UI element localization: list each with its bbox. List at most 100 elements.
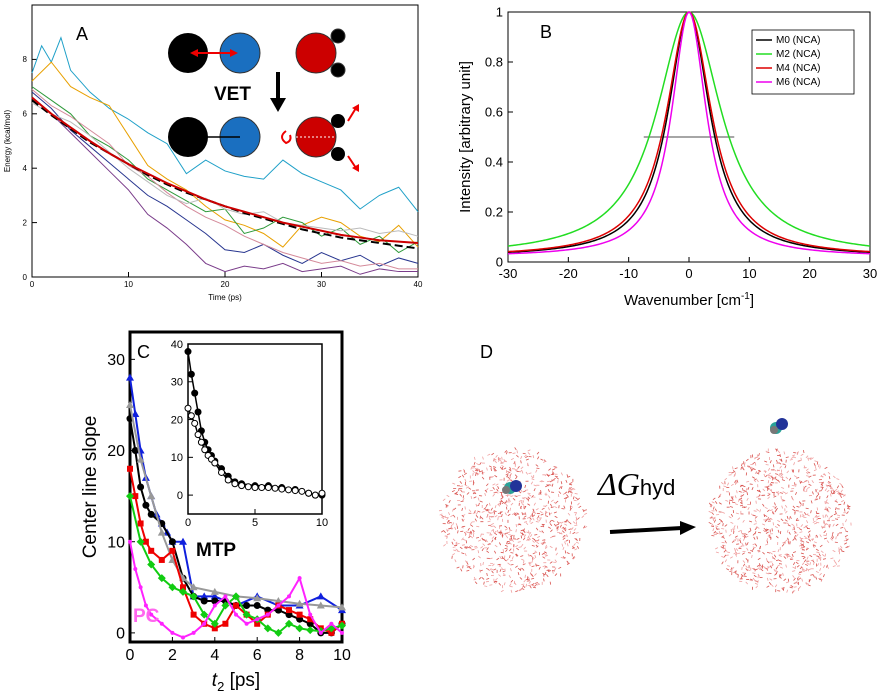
water-molecule <box>775 478 779 481</box>
water-molecule <box>491 536 495 539</box>
water-molecule <box>793 582 797 584</box>
water-molecule <box>509 583 512 587</box>
water-molecule <box>468 487 472 490</box>
c-point-green <box>338 621 346 630</box>
water-molecule <box>439 513 443 516</box>
c-point-red <box>169 547 176 554</box>
c-point-green <box>232 592 240 601</box>
water-molecule <box>823 530 827 534</box>
water-molecule <box>781 499 785 501</box>
water-molecule <box>790 558 794 560</box>
water-molecule <box>774 573 778 576</box>
water-molecule <box>781 543 785 547</box>
water-molecule <box>747 486 750 491</box>
water-molecule <box>518 546 522 548</box>
water-molecule <box>550 536 554 539</box>
water-molecule <box>494 550 497 554</box>
water-molecule <box>521 567 525 571</box>
water-molecule <box>745 568 748 571</box>
water-molecule <box>503 459 506 462</box>
water-molecule <box>544 565 548 568</box>
water-molecule <box>734 472 736 476</box>
water-molecule <box>556 476 559 480</box>
water-molecule <box>508 534 512 536</box>
water-molecule <box>762 523 766 526</box>
c-inset-point-open <box>244 483 252 491</box>
water-molecule <box>551 468 555 471</box>
water-molecule <box>520 555 524 557</box>
water-molecule <box>828 476 831 480</box>
water-molecule <box>493 568 497 571</box>
water-molecule <box>494 475 498 478</box>
red-atom-top <box>295 32 337 74</box>
water-molecule <box>816 555 820 558</box>
water-molecule <box>479 500 483 503</box>
water-molecule <box>500 497 504 500</box>
water-molecule <box>504 512 507 516</box>
water-molecule <box>739 502 743 505</box>
water-molecule <box>533 502 536 506</box>
water-molecule <box>461 474 465 478</box>
water-molecule <box>476 473 480 476</box>
water-molecule <box>730 483 734 487</box>
water-molecule <box>518 588 522 592</box>
water-molecule <box>484 585 488 587</box>
water-molecule <box>500 499 504 503</box>
water-molecule <box>530 572 532 576</box>
c-point-magenta <box>223 594 228 599</box>
water-molecule <box>545 515 549 517</box>
water-molecule <box>780 476 784 478</box>
water-molecule <box>750 469 754 472</box>
water-molecule <box>555 552 559 556</box>
c-inset-point-open <box>311 491 319 499</box>
water-molecule <box>741 494 745 497</box>
water-molecule <box>451 541 454 545</box>
water-molecule <box>755 525 758 529</box>
water-molecule <box>495 454 498 458</box>
b-ytick-label: 0.6 <box>485 105 503 120</box>
water-molecule <box>799 539 802 543</box>
water-molecule <box>735 480 738 484</box>
water-molecule <box>795 561 799 565</box>
c-point-blue <box>131 410 140 418</box>
water-molecule <box>509 568 512 572</box>
chart-b: -30 -20 -10 0 10 20 30 0 0.2 0.4 0.6 0.8 1 M0 (NCA) M2… <box>457 5 877 309</box>
water-molecule <box>483 507 487 510</box>
water-molecule <box>793 462 795 466</box>
water-molecule <box>802 556 806 560</box>
water-molecule <box>547 569 551 572</box>
water-molecule <box>567 512 571 516</box>
water-molecule <box>805 507 809 510</box>
b-ytick-label: 0.8 <box>485 55 503 70</box>
water-molecule <box>503 572 505 577</box>
water-molecule <box>575 516 578 520</box>
water-molecule <box>491 452 495 456</box>
water-molecule <box>718 502 722 505</box>
a-xlabel: Time (ps) <box>208 293 242 302</box>
water-molecule <box>754 531 757 535</box>
water-molecule <box>808 538 811 542</box>
water-molecule <box>488 568 492 572</box>
water-molecule <box>550 499 554 503</box>
water-molecule <box>832 565 836 568</box>
water-molecule <box>709 504 713 507</box>
water-molecule <box>520 460 522 464</box>
water-molecule <box>799 504 803 507</box>
water-molecule <box>562 546 565 551</box>
water-molecule <box>784 504 788 508</box>
water-molecule <box>548 468 552 471</box>
water-molecule <box>461 507 463 511</box>
water-molecule <box>788 477 792 481</box>
water-molecule <box>774 584 778 588</box>
water-molecule <box>746 542 749 546</box>
water-molecule <box>520 489 523 493</box>
water-molecule <box>499 556 502 560</box>
water-molecule <box>486 467 488 471</box>
water-molecule <box>568 528 572 530</box>
c-point-red <box>180 584 186 591</box>
water-molecule <box>512 452 516 454</box>
water-molecule <box>470 495 473 500</box>
water-molecule <box>791 496 794 500</box>
water-molecule <box>785 476 789 480</box>
water-molecule <box>824 501 826 505</box>
